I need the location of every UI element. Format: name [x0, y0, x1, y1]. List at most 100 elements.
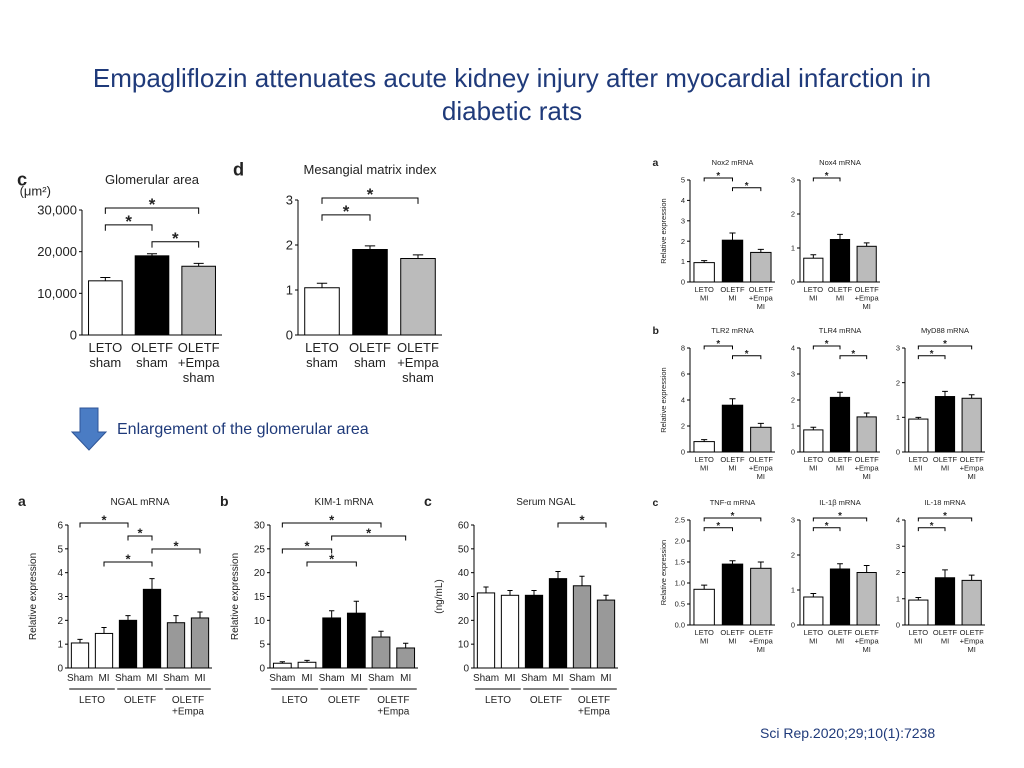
- x-tick-label: OLETF MI: [720, 628, 745, 646]
- error-bar: [531, 590, 537, 596]
- y-tick-label: 4: [57, 568, 63, 579]
- group-label: LETO: [79, 695, 105, 706]
- error-bar: [483, 586, 489, 593]
- significance-star: *: [731, 511, 735, 522]
- significance-star: *: [367, 185, 374, 204]
- y-tick-label: 0: [57, 664, 63, 675]
- y-tick-label: 1: [896, 594, 900, 603]
- significance-star: *: [172, 229, 179, 248]
- bar: [803, 596, 824, 626]
- significance-bracket: [151, 548, 201, 554]
- significance-star: *: [825, 339, 829, 350]
- x-tick-label: OLETF +Empa MI: [749, 455, 774, 481]
- bar: [396, 647, 416, 669]
- y-tick-label: 2: [681, 237, 685, 246]
- x-tick-label: MI: [600, 673, 611, 684]
- y-tick-label: 0: [463, 664, 469, 675]
- bar: [190, 617, 210, 669]
- error-bar: [378, 630, 384, 638]
- x-tick-label: OLETF MI: [828, 285, 853, 303]
- significance-bracket: [281, 548, 333, 554]
- group-label: OLETF: [124, 695, 156, 706]
- bar: [346, 612, 366, 669]
- y-tick-label: 15: [254, 592, 266, 603]
- x-tick-label: Sham: [368, 673, 394, 684]
- significance-bracket: [127, 535, 153, 541]
- y-tick-label: 3: [896, 542, 900, 551]
- significance-bracket: [703, 527, 733, 532]
- bar: [829, 396, 851, 453]
- bar: [693, 588, 715, 626]
- significance-bracket: [732, 355, 762, 360]
- y-tick-label: 3: [791, 516, 795, 525]
- group-label: OLETF +Empa: [377, 695, 410, 718]
- x-tick-label: Sham: [473, 673, 499, 684]
- x-tick-label: OLETF +Empa MI: [855, 455, 880, 481]
- y-tick-label: 0: [259, 664, 265, 675]
- error-bar: [757, 422, 764, 428]
- x-tick-label: LETO MI: [694, 455, 714, 473]
- y-tick-label: 8: [681, 344, 685, 353]
- significance-star: *: [125, 212, 132, 231]
- y-tick-label: 0: [70, 328, 77, 343]
- y-tick-label: 2.5: [675, 516, 685, 525]
- bar: [693, 441, 715, 453]
- x-tick-label: Sham: [569, 673, 595, 684]
- panel-letter: a: [653, 157, 659, 169]
- y-tick-label: 4: [681, 396, 685, 405]
- bar: [118, 619, 138, 669]
- x-tick-label: MI: [552, 673, 563, 684]
- x-tick-label: LETO sham: [88, 340, 122, 370]
- error-bar: [701, 439, 708, 442]
- error-bar: [173, 615, 179, 623]
- y-tick-label: 5: [57, 544, 63, 555]
- bar: [94, 632, 114, 669]
- y-tick-label: 3: [896, 344, 900, 353]
- y-tick-label: 0: [286, 328, 293, 343]
- significance-star: *: [943, 339, 947, 350]
- y-tick-label: 2: [57, 616, 63, 627]
- panel-letter: d: [233, 159, 244, 179]
- panel-letter: c: [653, 497, 659, 509]
- significance-bracket: [917, 527, 946, 532]
- y-tick-label: 1: [681, 257, 685, 266]
- y-tick-label: 0.0: [675, 621, 685, 630]
- error-bar: [701, 260, 708, 263]
- y-tick-label: 0: [896, 448, 900, 457]
- error-bar: [837, 391, 843, 398]
- x-tick-label: LETO MI: [804, 455, 824, 473]
- bar: [88, 280, 123, 336]
- significance-bracket: [917, 517, 973, 522]
- bar: [548, 578, 568, 669]
- x-tick-label: OLETF sham: [349, 340, 391, 370]
- significance-star: *: [149, 195, 156, 214]
- error-bar: [837, 233, 843, 240]
- y-tick-label: 10: [458, 640, 470, 651]
- bar: [297, 661, 317, 669]
- error-bar: [863, 565, 870, 573]
- significance-bracket: [812, 345, 841, 350]
- chart-title: IL-1β mRNA: [819, 498, 860, 507]
- chart-title: Mesangial matrix index: [304, 162, 437, 177]
- error-bar: [125, 615, 131, 621]
- bar: [476, 592, 496, 669]
- x-tick-label: LETO sham: [305, 340, 339, 370]
- y-tick-label: 50: [458, 544, 470, 555]
- y-axis-label: Relative expression: [659, 198, 668, 263]
- chart-title: IL-18 mRNA: [924, 498, 965, 507]
- significance-bracket: [917, 345, 973, 350]
- significance-bracket: [839, 355, 868, 360]
- y-tick-label: 2: [791, 210, 795, 219]
- bar: [70, 642, 90, 669]
- error-bar: [915, 596, 922, 601]
- error-bar: [729, 560, 736, 565]
- y-tick-label: 2: [896, 378, 900, 387]
- significance-bracket: [812, 517, 868, 522]
- error-bar: [507, 590, 513, 596]
- significance-bracket: [557, 522, 607, 528]
- bar: [856, 416, 877, 453]
- error-bar: [810, 254, 817, 259]
- chart-title: KIM-1 mRNA: [315, 497, 374, 508]
- significance-star: *: [825, 521, 829, 532]
